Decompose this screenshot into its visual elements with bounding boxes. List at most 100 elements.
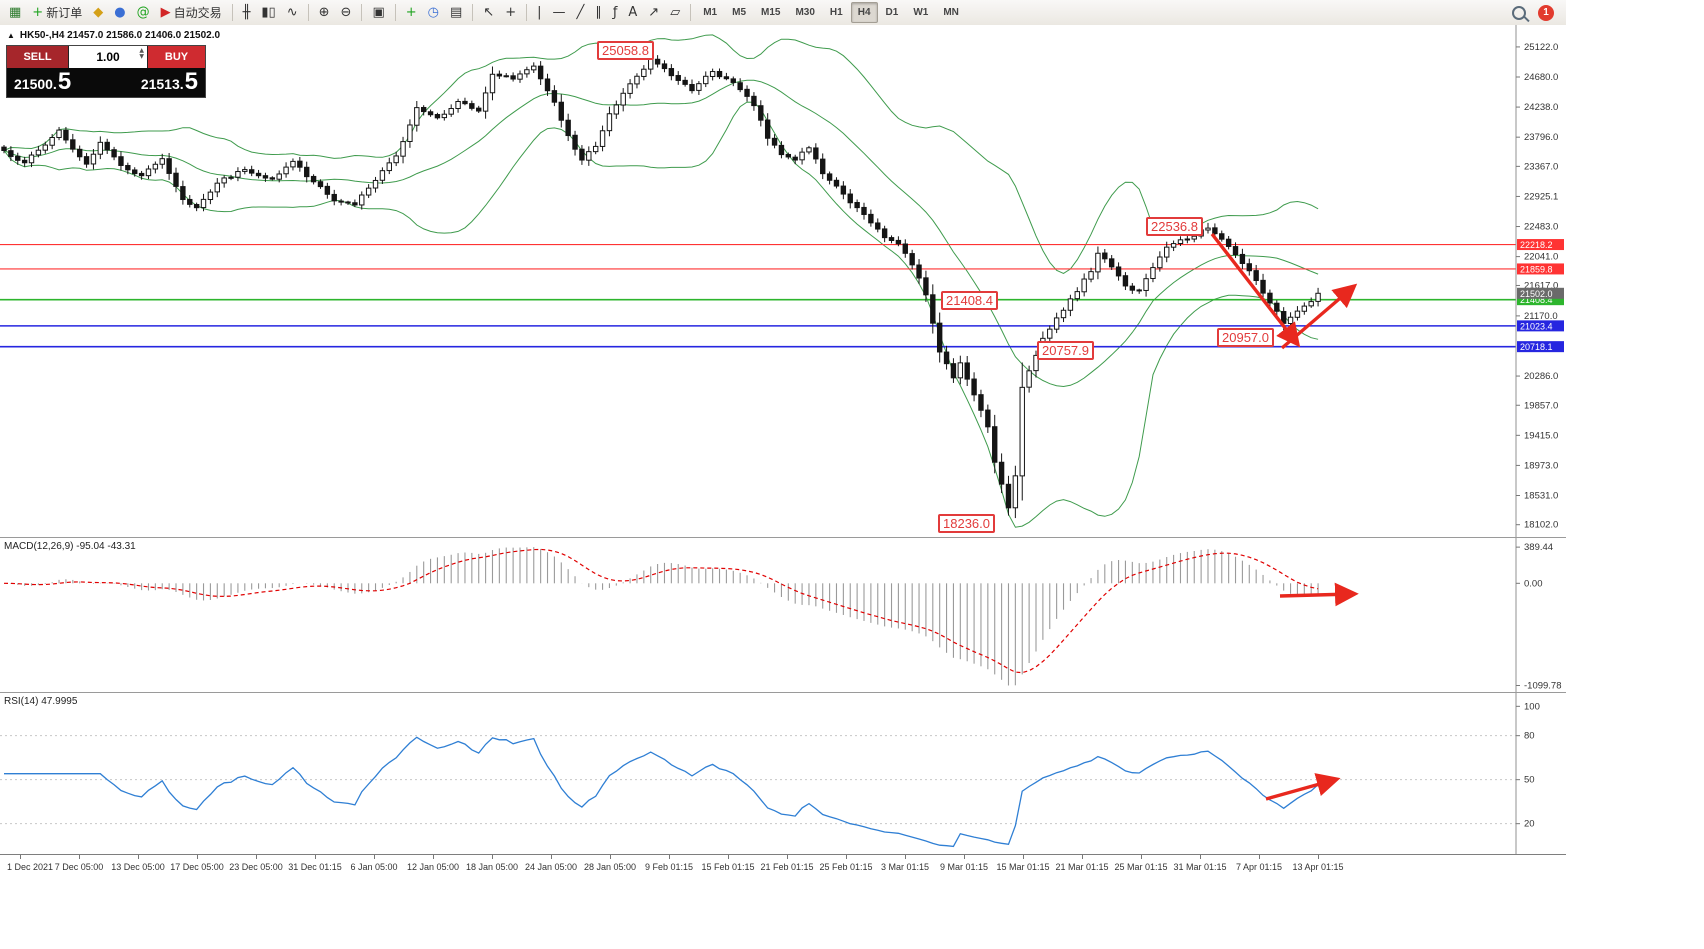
zoom-in-icon[interactable]: ⊕	[314, 2, 335, 23]
line-chart-icon: ∿	[286, 5, 298, 20]
svg-text:21502.0: 21502.0	[1520, 289, 1553, 299]
time-label: 7 Dec 05:00	[54, 862, 104, 872]
price-annotation[interactable]: 18236.0	[938, 514, 995, 533]
time-tick	[1082, 855, 1083, 859]
periods-icon[interactable]: ◷	[423, 2, 444, 23]
price-annotation[interactable]: 21408.4	[941, 291, 998, 310]
time-tick	[315, 855, 316, 859]
candlestick-chart-icon: ▮▯	[261, 5, 276, 20]
timeframe-h4-button[interactable]: H4	[850, 2, 878, 23]
trendline-icon: ╱	[576, 5, 585, 20]
channel-icon[interactable]: ∥	[590, 2, 607, 23]
time-tick	[728, 855, 729, 859]
arrows-icon[interactable]: ↗	[643, 2, 664, 23]
volume-input[interactable]: 1.00 ▲ ▼	[69, 46, 147, 68]
volume-spinner[interactable]: ▲ ▼	[139, 47, 144, 60]
svg-text:21859.8: 21859.8	[1520, 264, 1553, 274]
svg-text:22483.0: 22483.0	[1524, 222, 1558, 233]
svg-text:0.00: 0.00	[1524, 578, 1543, 589]
timeframe-w1-button[interactable]: W1	[906, 2, 935, 23]
time-label: 31 Mar 01:15	[1173, 862, 1227, 872]
text-icon[interactable]: A	[623, 2, 642, 23]
trendline-icon[interactable]: ╱	[571, 2, 589, 23]
time-label: 15 Mar 01:15	[996, 862, 1050, 872]
insert-group: + ◷ ▤	[401, 2, 468, 23]
rsi-pane[interactable]: 100 80 50 20	[0, 692, 1566, 855]
button-label: H4	[857, 7, 871, 18]
time-label: 9 Feb 01:15	[644, 862, 694, 872]
new-order-button[interactable]: + 新订单	[27, 2, 87, 23]
sell-button[interactable]: SELL	[7, 46, 69, 68]
price-annotation[interactable]: 25058.8	[597, 41, 654, 60]
time-label: 12 Jan 05:00	[406, 862, 460, 872]
shapes-icon[interactable]: ▱	[665, 2, 685, 23]
notification-badge[interactable]: 1	[1538, 4, 1554, 21]
community-icon[interactable]: @	[132, 2, 155, 23]
button-label: 新订单	[46, 6, 83, 20]
autotrade-button[interactable]: ▶ 自动交易	[156, 2, 227, 23]
time-tick	[374, 855, 375, 859]
metaeditor-icon[interactable]: ◆	[88, 2, 108, 23]
button-label: 自动交易	[173, 6, 222, 20]
candlestick-chart-icon[interactable]: ▮▯	[256, 2, 280, 23]
annotation-layer: 25058.8 22536.8 21408.4 20757.9 20957.0 18236…	[0, 25, 1566, 878]
buy-button[interactable]: BUY	[147, 46, 205, 68]
sell-price-button[interactable]: 21500. 5	[14, 70, 71, 94]
search-icon[interactable]	[1512, 5, 1526, 20]
zoom-out-icon[interactable]: ⊖	[336, 2, 357, 23]
timeframe-m1-button[interactable]: M1	[696, 2, 724, 23]
macd-label: MACD(12,26,9) -95.04 -43.31	[4, 541, 136, 552]
vertical-line-icon[interactable]: |	[532, 2, 546, 23]
svg-text:22041.0: 22041.0	[1524, 252, 1558, 263]
chart-window[interactable]: 25122.0 24680.0 24238.0 23796.0 23367.0 22925…	[0, 25, 1566, 879]
crosshair-icon[interactable]: +	[500, 2, 521, 23]
price-annotation[interactable]: 22536.8	[1146, 217, 1203, 236]
timeframe-m5-button[interactable]: M5	[725, 2, 753, 23]
button-label: M30	[795, 7, 815, 18]
svg-text:-1099.78: -1099.78	[1524, 680, 1562, 691]
timeframe-mn-button[interactable]: MN	[936, 2, 966, 23]
button-label: M5	[732, 7, 747, 18]
chart-collapse-icon[interactable]: ▲	[7, 30, 15, 40]
cursor-icon[interactable]: ↖	[478, 2, 499, 23]
svg-text:50: 50	[1524, 775, 1535, 786]
price-chart-pane[interactable]: 25122.0 24680.0 24238.0 23796.0 23367.0 22925…	[0, 25, 1566, 537]
chart-caption: ▲ HK50-,H4 21457.0 21586.0 21406.0 21502…	[7, 30, 220, 41]
time-label: 31 Dec 01:15	[288, 862, 342, 872]
timeframe-m30-button[interactable]: M30	[788, 2, 821, 23]
draw-tools-group: | — ╱ ∥ ƒ A ↗ ▱	[532, 2, 685, 23]
one-click-trading-panel: SELL 1.00 ▲ ▼ BUY 21500. 5 21513. 5	[6, 45, 206, 98]
profile-icon[interactable]: ●	[109, 2, 130, 23]
svg-text:22218.2: 22218.2	[1520, 240, 1553, 250]
time-tick	[138, 855, 139, 859]
timeframe-d1-button[interactable]: D1	[879, 2, 906, 23]
price-annotation[interactable]: 20957.0	[1217, 328, 1274, 347]
chart-window-icon[interactable]: ▦	[4, 2, 26, 23]
svg-text:18531.0: 18531.0	[1524, 490, 1558, 501]
svg-text:18973.0: 18973.0	[1524, 460, 1558, 471]
buy-price-main: 21513.	[140, 76, 184, 92]
macd-pane[interactable]: 389.44 0.00 -1099.78	[0, 537, 1566, 692]
horizontal-line-icon[interactable]: —	[547, 2, 570, 23]
fibonacci-icon[interactable]: ƒ	[608, 2, 623, 23]
time-label: 9 Mar 01:15	[939, 862, 989, 872]
timeframe-h1-button[interactable]: H1	[823, 2, 850, 23]
line-chart-icon[interactable]: ∿	[282, 2, 303, 23]
volume-value: 1.00	[96, 50, 120, 64]
time-label: 17 Dec 05:00	[170, 862, 224, 872]
toolbar-separator	[690, 4, 692, 21]
time-axis[interactable]: 1 Dec 2021 7 Dec 05:00 13 Dec 05:00 17 Dec …	[0, 854, 1566, 879]
templates-icon[interactable]: ▤	[445, 2, 467, 23]
indicators-icon[interactable]: +	[401, 2, 422, 23]
time-label: 18 Jan 05:00	[465, 862, 519, 872]
tile-windows-icon[interactable]: ▣	[367, 2, 389, 23]
svg-text:21617.0: 21617.0	[1524, 280, 1558, 291]
toolbar-separator	[361, 4, 363, 21]
time-tick	[79, 855, 80, 859]
horizontal-line-icon: —	[552, 5, 566, 20]
time-tick	[1023, 855, 1024, 859]
price-annotation[interactable]: 20757.9	[1037, 341, 1094, 360]
buy-price-button[interactable]: 21513. 5	[140, 70, 198, 94]
bar-chart-icon[interactable]: ╫	[238, 2, 256, 23]
timeframe-m15-button[interactable]: M15	[754, 2, 787, 23]
